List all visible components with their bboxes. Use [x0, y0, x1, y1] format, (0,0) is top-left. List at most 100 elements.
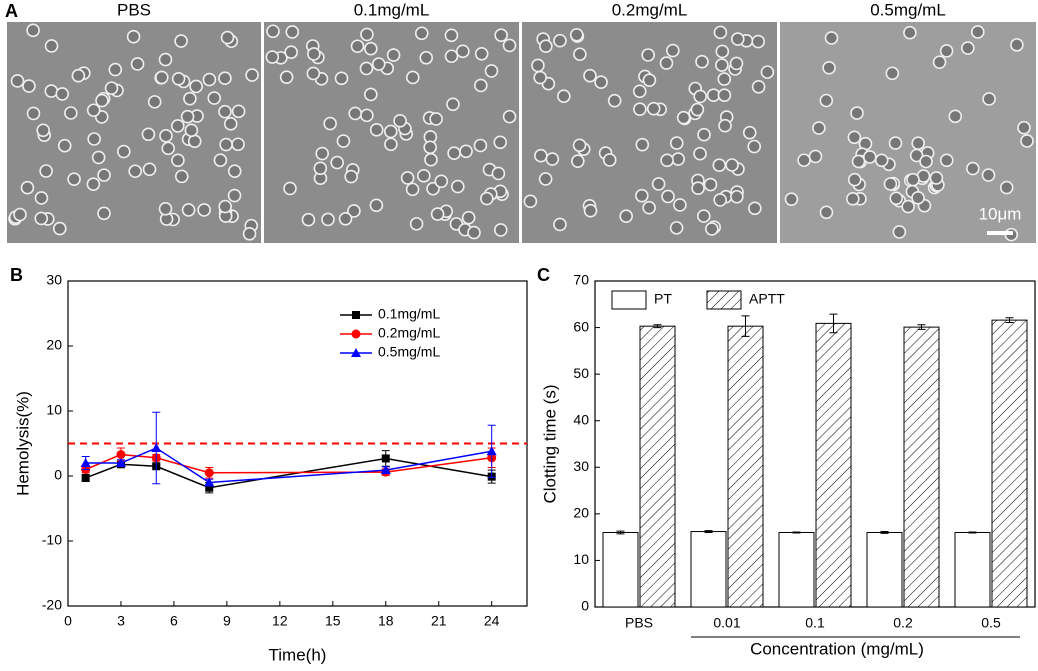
cell — [220, 30, 235, 45]
cell — [851, 154, 866, 169]
cell — [671, 152, 685, 166]
y-tick-label: 0 — [581, 598, 589, 614]
cell — [181, 203, 196, 217]
scale-bar-label: 10μm — [979, 204, 1022, 223]
cell — [703, 177, 718, 192]
cell — [180, 109, 195, 124]
cell — [661, 189, 675, 204]
cell — [266, 24, 280, 39]
cell — [231, 104, 246, 119]
y-tick-label: 10 — [573, 551, 589, 567]
cell — [847, 172, 862, 187]
cell — [245, 68, 259, 82]
cell — [360, 108, 374, 123]
cell — [52, 221, 67, 236]
cell — [130, 57, 145, 71]
marker — [380, 465, 391, 475]
micrograph-title: 0.2mg/mL — [612, 0, 688, 19]
cell — [108, 62, 123, 77]
cell — [364, 41, 378, 56]
cell — [64, 106, 78, 120]
cell — [67, 172, 81, 186]
cell — [635, 137, 650, 152]
cell — [725, 158, 739, 172]
cell — [336, 134, 351, 148]
cell — [456, 44, 470, 59]
cell — [227, 188, 242, 203]
cell — [218, 71, 232, 86]
cell — [731, 32, 745, 46]
cell — [434, 174, 449, 189]
cell — [619, 209, 633, 223]
cell — [313, 161, 328, 176]
cell — [158, 52, 173, 67]
cell — [20, 180, 35, 195]
cell — [557, 89, 571, 104]
cell — [690, 102, 705, 117]
cell — [405, 182, 420, 197]
marker — [151, 443, 162, 453]
y-tick-label: -20 — [42, 597, 62, 613]
cell — [695, 54, 709, 69]
panel-label: C — [537, 265, 550, 285]
y-tick-label: 60 — [573, 318, 589, 334]
cell — [57, 138, 72, 153]
error-bar — [917, 324, 926, 330]
cell — [1010, 38, 1024, 52]
cell — [231, 137, 245, 152]
error-bar — [1005, 317, 1014, 323]
bar — [778, 531, 815, 608]
cell — [717, 72, 732, 86]
cell — [760, 65, 775, 79]
cell — [227, 164, 242, 178]
x-tick-label: 0.01 — [713, 615, 740, 631]
cell — [484, 64, 499, 78]
cell — [55, 87, 70, 101]
cell — [451, 179, 465, 194]
cell — [197, 203, 211, 217]
cell — [393, 114, 407, 128]
cell — [39, 164, 53, 178]
cell — [819, 205, 834, 220]
x-axis-label: Concentration (mg/mL) — [750, 639, 924, 658]
cell — [13, 207, 27, 222]
cell — [553, 33, 567, 48]
error-bar — [653, 324, 662, 329]
cell — [742, 125, 757, 140]
cell — [602, 153, 617, 167]
cell — [641, 48, 655, 62]
cell — [400, 171, 415, 185]
cell — [147, 95, 162, 109]
y-tick-label: 30 — [573, 458, 589, 474]
cell — [265, 50, 280, 64]
cell — [279, 70, 294, 84]
y-tick-label: 30 — [46, 272, 62, 288]
cell — [939, 44, 954, 58]
cell — [97, 168, 111, 182]
legend-label: 0.5mg/mL — [378, 344, 440, 360]
cell — [883, 177, 898, 191]
cell — [473, 138, 488, 153]
cell — [493, 223, 508, 237]
cell — [285, 25, 300, 39]
cell — [911, 136, 925, 150]
cell — [158, 201, 173, 216]
bar — [727, 325, 764, 608]
cell — [359, 61, 374, 76]
cell — [607, 93, 622, 108]
cell — [44, 84, 59, 98]
cell — [44, 39, 59, 53]
cell — [1020, 134, 1034, 148]
cell — [642, 200, 656, 215]
bar — [954, 531, 991, 608]
marker — [486, 446, 497, 456]
error-bar — [829, 313, 838, 334]
cell — [104, 81, 119, 95]
cell — [321, 212, 335, 227]
micrograph-title: 0.1mg/mL — [354, 0, 430, 19]
cell — [423, 140, 437, 155]
cell — [885, 66, 900, 81]
cell — [242, 227, 257, 241]
cell — [480, 191, 494, 206]
